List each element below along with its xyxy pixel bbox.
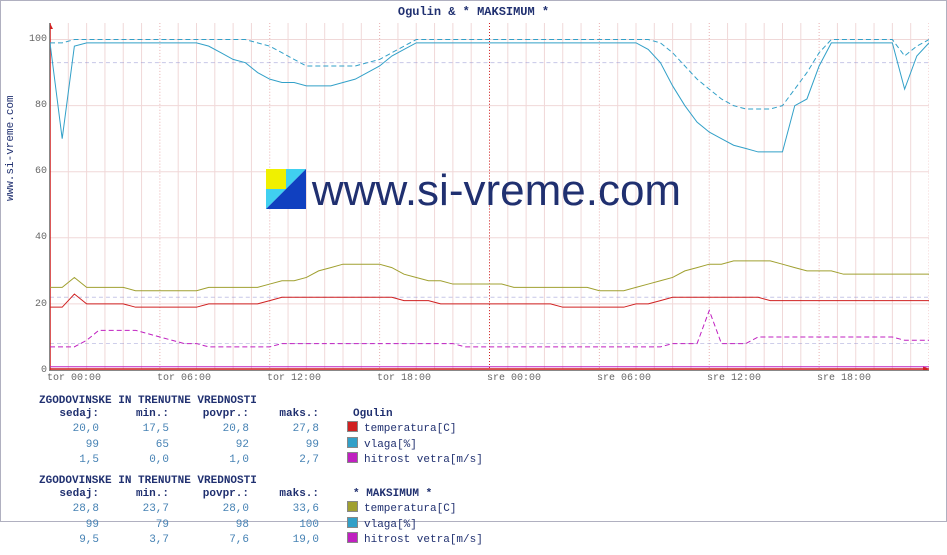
table-cell: 1,0: [169, 454, 249, 467]
plot-svg: [50, 23, 929, 370]
table-col-header: min.:: [99, 488, 169, 501]
table-col-header: povpr.:: [169, 408, 249, 421]
table-cell: 28,8: [39, 503, 99, 516]
x-tick: tor 06:00: [157, 373, 211, 384]
station-name: Ogulin: [353, 408, 393, 420]
y-tick: 100: [25, 34, 47, 45]
table-title: ZGODOVINSKE IN TRENUTNE VREDNOSTI: [39, 475, 483, 488]
table-cell: 19,0: [249, 534, 319, 547]
station-name: * MAKSIMUM *: [353, 488, 432, 500]
table-cell: 65: [99, 439, 169, 452]
legend-swatch: [347, 421, 358, 432]
legend-label: vlaga[%]: [364, 519, 417, 531]
x-tick: sre 00:00: [487, 373, 541, 384]
legend-label: temperatura[C]: [364, 423, 456, 435]
legend-swatch: [347, 452, 358, 463]
table-col-header: povpr.:: [169, 488, 249, 501]
table-cell: 79: [99, 519, 169, 532]
table-cell: 9,5: [39, 534, 99, 547]
table-row: 99659299vlaga[%]: [39, 437, 483, 452]
table-col-header: min.:: [99, 408, 169, 421]
y-axis-label: www.si-vreme.com: [5, 95, 17, 201]
table-cell: 17,5: [99, 423, 169, 436]
table-cell: 28,0: [169, 503, 249, 516]
legend-swatch: [347, 532, 358, 543]
table-header-row: sedaj:min.:povpr.:maks.: * MAKSIMUM *: [39, 488, 483, 501]
table-cell: 33,6: [249, 503, 319, 516]
table-cell: 2,7: [249, 454, 319, 467]
table-cell: 20,8: [169, 423, 249, 436]
x-tick: tor 12:00: [267, 373, 321, 384]
table-row: 9,53,77,619,0 hitrost vetra[m/s]: [39, 532, 483, 547]
table-title: ZGODOVINSKE IN TRENUTNE VREDNOSTI: [39, 395, 483, 408]
legend-label: hitrost vetra[m/s]: [364, 454, 483, 466]
legend-swatch: [347, 501, 358, 512]
table-cell: 1,5: [39, 454, 99, 467]
x-tick: sre 18:00: [817, 373, 871, 384]
table-cell: 23,7: [99, 503, 169, 516]
table-row: 28,823,728,033,6 temperatura[C]: [39, 501, 483, 516]
table-cell: 7,6: [169, 534, 249, 547]
table-cell: 99: [249, 439, 319, 452]
y-tick: 20: [25, 299, 47, 310]
legend-swatch: [347, 437, 358, 448]
chart-title: Ogulin & * MAKSIMUM *: [1, 5, 946, 19]
table-row: 20,017,520,827,8 temperatura[C]: [39, 421, 483, 436]
table-cell: 100: [249, 519, 319, 532]
stats-tables: ZGODOVINSKE IN TRENUTNE VREDNOSTIsedaj:m…: [39, 395, 483, 555]
legend-label: temperatura[C]: [364, 503, 456, 515]
table-cell: 0,0: [99, 454, 169, 467]
table-header-row: sedaj:min.:povpr.:maks.: Ogulin: [39, 408, 483, 421]
x-tick: sre 06:00: [597, 373, 651, 384]
y-tick: 40: [25, 232, 47, 243]
table-cell: 92: [169, 439, 249, 452]
table-col-header: sedaj:: [39, 408, 99, 421]
table-col-header: maks.:: [249, 408, 319, 421]
table-cell: 99: [39, 439, 99, 452]
y-tick: 80: [25, 100, 47, 111]
x-tick: sre 12:00: [707, 373, 761, 384]
table-cell: 98: [169, 519, 249, 532]
legend-label: hitrost vetra[m/s]: [364, 534, 483, 546]
legend-label: vlaga[%]: [364, 439, 417, 451]
table-row: 997998100 vlaga[%]: [39, 517, 483, 532]
y-tick: 0: [25, 365, 47, 376]
chart-container: Ogulin & * MAKSIMUM * www.si-vreme.com w…: [0, 0, 947, 522]
table-col-header: maks.:: [249, 488, 319, 501]
table-cell: 20,0: [39, 423, 99, 436]
x-tick: tor 00:00: [47, 373, 101, 384]
table-row: 1,50,01,02,7 hitrost vetra[m/s]: [39, 452, 483, 467]
legend-swatch: [347, 517, 358, 528]
table-cell: 27,8: [249, 423, 319, 436]
table-cell: 99: [39, 519, 99, 532]
table-cell: 3,7: [99, 534, 169, 547]
y-tick: 60: [25, 166, 47, 177]
plot-area: [49, 23, 929, 371]
table-col-header: sedaj:: [39, 488, 99, 501]
x-tick: tor 18:00: [377, 373, 431, 384]
